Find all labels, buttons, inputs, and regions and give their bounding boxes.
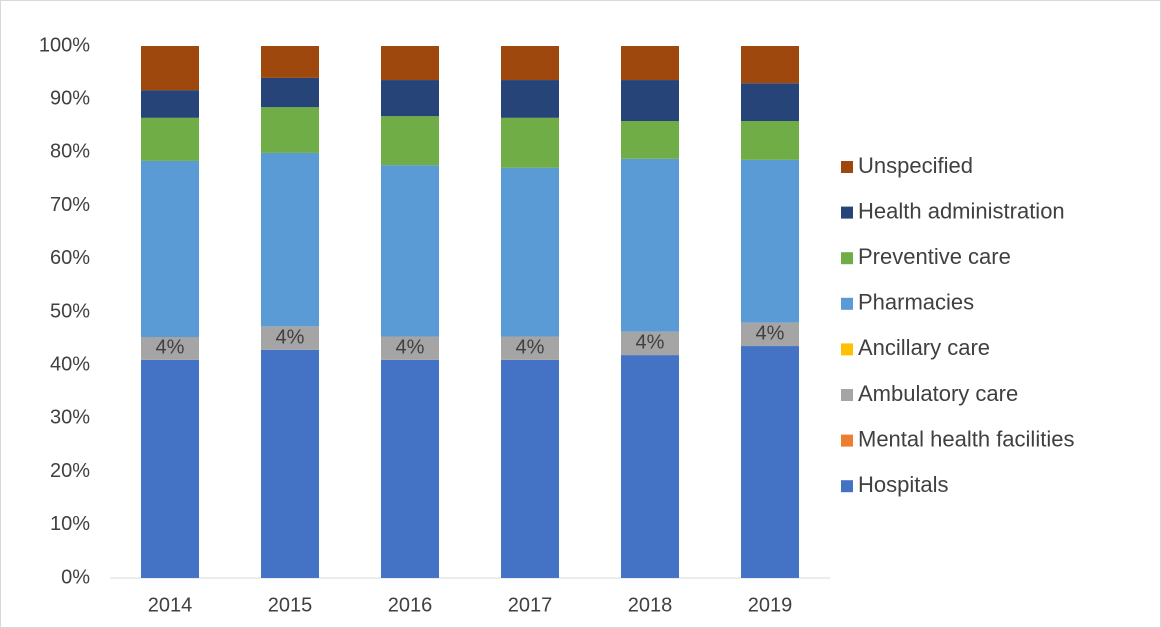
bar-segment bbox=[381, 46, 439, 81]
legend-swatch bbox=[841, 343, 853, 356]
bar-segment bbox=[141, 359, 199, 578]
bar-segment bbox=[501, 80, 559, 118]
bar-segment bbox=[621, 355, 679, 578]
bar-segment bbox=[141, 117, 199, 161]
legend-swatch bbox=[841, 206, 853, 219]
bar-segment bbox=[741, 121, 799, 160]
x-tick-label: 2014 bbox=[148, 594, 193, 616]
legend-label: Ambulatory care bbox=[858, 381, 1018, 406]
bar-segment bbox=[501, 117, 559, 168]
legend-swatch bbox=[841, 480, 853, 493]
y-tick-label: 80% bbox=[50, 141, 90, 163]
data-label: 4% bbox=[156, 337, 185, 359]
legend-swatch bbox=[841, 434, 853, 447]
bar-segment bbox=[621, 46, 679, 81]
x-tick-label: 2018 bbox=[628, 594, 673, 616]
data-label: 4% bbox=[756, 323, 785, 345]
x-tick-label: 2019 bbox=[748, 594, 793, 616]
bar-segment bbox=[141, 90, 199, 118]
bar-segment bbox=[741, 159, 799, 323]
y-tick-label: 70% bbox=[50, 194, 90, 216]
bar-segment bbox=[741, 322, 799, 347]
bar-segment bbox=[261, 46, 319, 78]
data-label: 4% bbox=[636, 332, 665, 354]
bar-segment bbox=[381, 165, 439, 337]
bar-segment bbox=[501, 336, 559, 360]
bar-segment bbox=[381, 80, 439, 117]
data-label: 4% bbox=[516, 336, 545, 358]
data-label: 4% bbox=[276, 326, 305, 348]
legend-label: Hospitals bbox=[858, 472, 948, 497]
bar-segment bbox=[261, 77, 319, 108]
bar-segment bbox=[741, 83, 799, 122]
legend-swatch bbox=[841, 161, 853, 173]
y-tick-label: 60% bbox=[50, 247, 90, 269]
bar-segment bbox=[741, 346, 799, 578]
y-tick-label: 100% bbox=[39, 34, 90, 56]
bar-segment bbox=[381, 359, 439, 578]
bar-segment bbox=[741, 46, 799, 84]
y-tick-label: 20% bbox=[50, 460, 90, 482]
bar-segment bbox=[621, 121, 679, 159]
bar-segment bbox=[621, 331, 679, 356]
y-tick-label: 30% bbox=[50, 407, 90, 429]
bar-segment bbox=[141, 337, 199, 360]
bar-segment bbox=[261, 152, 319, 327]
legend-label: Mental health facilities bbox=[858, 426, 1074, 451]
y-tick-label: 10% bbox=[50, 513, 90, 535]
bar-segment bbox=[261, 326, 319, 350]
bar-segment bbox=[261, 107, 319, 153]
legend-swatch bbox=[841, 252, 853, 265]
bar-segment bbox=[141, 160, 199, 338]
bar-segment bbox=[501, 46, 559, 81]
legend-swatch bbox=[841, 297, 853, 310]
legend-label: Ancillary care bbox=[858, 335, 990, 360]
data-label: 4% bbox=[396, 336, 425, 358]
x-tick-label: 2017 bbox=[508, 594, 553, 616]
x-tick-label: 2015 bbox=[268, 594, 313, 616]
y-tick-label: 0% bbox=[61, 566, 90, 588]
legend-label: Unspecified bbox=[858, 153, 973, 178]
y-tick-label: 50% bbox=[50, 300, 90, 322]
bar-segment bbox=[381, 336, 439, 360]
bar-segment bbox=[261, 349, 319, 578]
x-tick-label: 2016 bbox=[388, 594, 433, 616]
y-tick-label: 90% bbox=[50, 87, 90, 109]
bar-segment bbox=[621, 158, 679, 332]
legend-label: Health administration bbox=[858, 198, 1065, 223]
legend-swatch bbox=[841, 389, 853, 401]
legend-label: Pharmacies bbox=[858, 290, 974, 315]
bar-segment bbox=[501, 359, 559, 578]
bar-segment bbox=[381, 116, 439, 166]
y-tick-label: 40% bbox=[50, 353, 90, 375]
bar-segment bbox=[621, 80, 679, 122]
legend-label: Preventive care bbox=[858, 244, 1011, 269]
bar-segment bbox=[501, 167, 559, 337]
bar-segment bbox=[141, 46, 199, 91]
